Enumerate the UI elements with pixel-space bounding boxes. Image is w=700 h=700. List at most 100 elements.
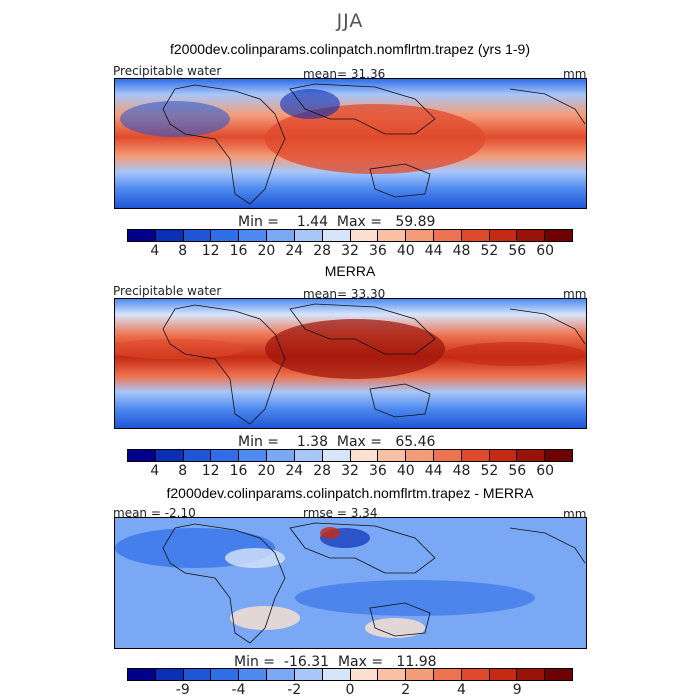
colorbar-tick-label: -9 <box>175 682 190 698</box>
colorbar-swatch <box>239 669 268 680</box>
colorbar-swatch <box>155 669 184 680</box>
colorbar-tick-label: 4 <box>150 243 160 259</box>
colorbar-swatch <box>406 669 434 680</box>
panel-1-colorbar-ticks: 4 8 12 16 20 24 28 32 36 40 44 48 52 56 60 <box>127 243 573 261</box>
panel-1-title: f2000dev.colinparams.colinpatch.nomflrtm… <box>169 41 530 57</box>
colorbar-tick-label: 8 <box>178 243 188 259</box>
colorbar-tick-label: 16 <box>229 243 248 259</box>
colorbar-tick-label: 28 <box>313 463 332 479</box>
panel-1-map <box>114 78 587 209</box>
colorbar-swatch <box>183 669 212 680</box>
colorbar-tick-label: -4 <box>231 682 246 698</box>
panel-2-minmax: Min = 1.38 Max = 65.46 <box>238 434 436 450</box>
panel-3-coastlines <box>162 522 586 644</box>
panel-1-dry-region <box>280 89 340 119</box>
colorbar-tick-label: 4 <box>457 682 466 698</box>
colorbar-tick-label: 24 <box>285 463 304 479</box>
panel-2-title: MERRA <box>324 263 376 279</box>
panel-1-variable-label: Precipitable water <box>113 64 222 78</box>
panel-2-map <box>114 298 587 429</box>
panel-1-units: mm <box>563 67 587 81</box>
panel-3-title: f2000dev.colinparams.colinpatch.nomflrtm… <box>166 485 534 501</box>
colorbar-swatch <box>294 669 323 680</box>
colorbar-swatch <box>545 669 572 680</box>
colorbar-swatch <box>350 450 379 461</box>
colorbar-tick-label: 4 <box>150 463 160 479</box>
colorbar-swatch <box>155 230 184 241</box>
colorbar-swatch <box>433 450 462 461</box>
panel-3-neutral-region <box>225 548 285 568</box>
panel-2-itcz <box>445 342 585 366</box>
panel-3-strong-positive <box>320 527 340 539</box>
colorbar-tick-label: 12 <box>201 463 220 479</box>
colorbar-swatch <box>322 230 351 241</box>
colorbar-swatch <box>322 450 351 461</box>
panel-2-warm-pool <box>265 319 445 379</box>
colorbar-swatch <box>211 450 240 461</box>
colorbar-swatch <box>406 450 434 461</box>
colorbar-swatch <box>433 230 462 241</box>
panel-1-colorbar <box>127 229 573 242</box>
colorbar-tick-label: 32 <box>341 243 359 259</box>
panel-3-rmse-label: rmse = 3.34 <box>303 506 378 520</box>
colorbar-tick-label: 48 <box>452 463 471 479</box>
colorbar-swatch <box>489 230 518 241</box>
panel-3-minmax: Min = -16.31 Max = 11.98 <box>234 654 437 670</box>
colorbar-swatch <box>267 669 295 680</box>
colorbar-tick-label: 28 <box>313 243 332 259</box>
colorbar-tick-label: 16 <box>229 463 248 479</box>
colorbar-swatch <box>517 230 546 241</box>
panel-3-colorbar-ticks: -9 -4 -2 0 2 4 9 <box>127 682 573 700</box>
colorbar-tick-label: 20 <box>257 463 276 479</box>
colorbar-tick-label: 24 <box>285 243 304 259</box>
colorbar-swatch <box>350 669 379 680</box>
panel-2-coastlines <box>162 303 586 425</box>
colorbar-swatch <box>211 669 240 680</box>
colorbar-tick-label: 12 <box>201 243 220 259</box>
colorbar-swatch <box>294 230 323 241</box>
colorbar-swatch <box>322 669 351 680</box>
panel-2-mean-label: mean= 33.30 <box>303 287 386 301</box>
panel-3-colorbar <box>127 668 573 681</box>
panel-3-negative-region-2 <box>295 580 535 616</box>
colorbar-tick-label: 52 <box>480 243 499 259</box>
panel-3-mean-label: mean = -2.10 <box>113 506 196 520</box>
colorbar-swatch <box>378 450 407 461</box>
colorbar-tick-label: 48 <box>452 243 471 259</box>
colorbar-swatch <box>545 230 572 241</box>
colorbar-swatch <box>128 450 156 461</box>
colorbar-tick-label: 44 <box>424 243 443 259</box>
panel-2-atlantic-band <box>115 339 245 359</box>
colorbar-swatch <box>128 669 156 680</box>
panel-2-variable-label: Precipitable water <box>113 284 222 298</box>
panel-1-minmax: Min = 1.44 Max = 59.89 <box>238 214 436 230</box>
panel-2-colorbar-ticks: 4 8 12 16 20 24 28 32 36 40 44 48 52 56 60 <box>127 463 573 481</box>
colorbar-swatch <box>128 230 156 241</box>
colorbar-tick-label: 2 <box>401 682 411 698</box>
panel-3-positive-region <box>230 606 300 630</box>
panel-3-map <box>114 517 587 649</box>
colorbar-swatch <box>461 230 490 241</box>
colorbar-swatch <box>461 669 490 680</box>
colorbar-tick-label: 8 <box>178 463 188 479</box>
colorbar-tick-label: 40 <box>396 243 415 259</box>
colorbar-tick-label: 36 <box>368 463 387 479</box>
colorbar-tick-label: 32 <box>341 463 359 479</box>
colorbar-tick-label: 60 <box>536 243 555 259</box>
colorbar-swatch <box>433 669 462 680</box>
colorbar-swatch <box>489 669 518 680</box>
colorbar-swatch <box>461 450 490 461</box>
colorbar-swatch <box>517 450 546 461</box>
panel-3-positive-region-2 <box>365 618 425 638</box>
colorbar-swatch <box>489 450 518 461</box>
colorbar-swatch <box>267 230 295 241</box>
colorbar-tick-label: 0 <box>345 682 355 698</box>
panel-1-mean-label: mean= 31.36 <box>303 67 386 81</box>
panel-1-coastlines <box>162 83 586 205</box>
colorbar-tick-label: 9 <box>512 682 522 698</box>
colorbar-tick-label: 36 <box>368 243 387 259</box>
colorbar-swatch <box>267 450 295 461</box>
season-title: JJA <box>336 10 364 32</box>
colorbar-swatch <box>155 450 184 461</box>
colorbar-tick-label: 44 <box>424 463 443 479</box>
